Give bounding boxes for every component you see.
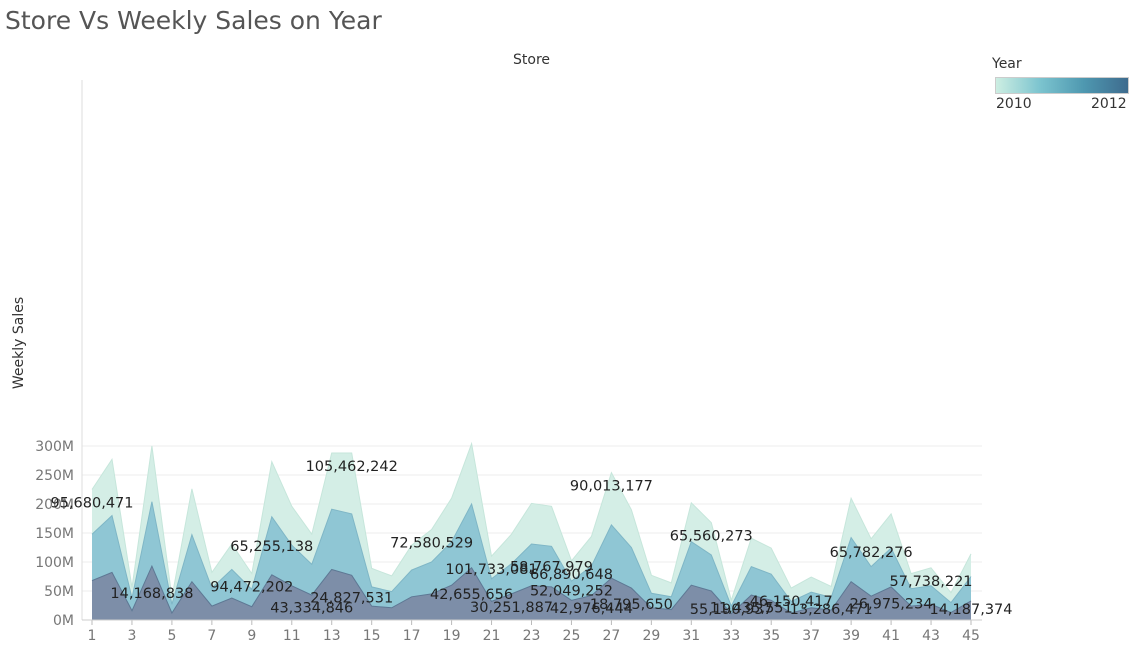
- y-tick-label: 200M: [35, 497, 74, 513]
- data-label: 14,187,374: [929, 602, 1012, 618]
- legend-max-label: 2012: [1091, 96, 1127, 112]
- x-tick-label: 29: [642, 628, 660, 644]
- data-label: 42,976,444: [550, 601, 633, 617]
- x-tick-label: 11: [283, 628, 301, 644]
- x-tick-label: 41: [882, 628, 900, 644]
- y-axis-label: Weekly Sales: [11, 297, 27, 389]
- data-label: 66,890,648: [530, 567, 613, 583]
- column-header-store: Store: [513, 52, 551, 68]
- x-tick-label: 33: [722, 628, 740, 644]
- data-label: 43,334,846: [270, 601, 353, 617]
- area-edge-2011: [91, 501, 972, 608]
- area-series-2011[interactable]: [92, 501, 971, 620]
- x-tick-label: 45: [962, 628, 980, 644]
- data-label: 24,827,531: [310, 591, 393, 607]
- x-tick-label: 17: [403, 628, 421, 644]
- x-tick-label: 35: [762, 628, 780, 644]
- x-tick-label: 15: [363, 628, 381, 644]
- data-label: 18,795,650: [590, 597, 673, 613]
- data-label: 14,168,838: [110, 586, 193, 602]
- data-label: 105,462,242: [306, 459, 398, 475]
- x-tick-label: 9: [247, 628, 256, 644]
- x-tick-label: 21: [483, 628, 501, 644]
- area-edge-2010: [91, 441, 972, 603]
- legend-color-gradient[interactable]: [995, 77, 1129, 94]
- data-label: 95,680,471: [50, 496, 133, 512]
- y-tick-label: 150M: [35, 526, 74, 542]
- x-tick-label: 13: [323, 628, 341, 644]
- x-tick-label: 3: [127, 628, 136, 644]
- data-label: 65,782,276: [830, 545, 913, 561]
- x-tick-label: 19: [443, 628, 461, 644]
- x-tick-label: 5: [167, 628, 176, 644]
- data-label: 65,560,273: [670, 529, 753, 545]
- x-tick-label: 31: [682, 628, 700, 644]
- data-label: 30,251,887: [470, 600, 553, 616]
- data-label: 46,150,417: [750, 594, 833, 610]
- x-tick-label: 39: [842, 628, 860, 644]
- data-label: 94,472,202: [210, 580, 293, 596]
- y-tick-label: 300M: [35, 439, 74, 455]
- legend-title: Year: [992, 56, 1022, 72]
- data-labels: 95,680,471 94,472,202 105,462,242 101,733,0…: [50, 459, 1012, 618]
- y-tick-label: 0M: [53, 613, 74, 629]
- data-label: 42,655,656: [430, 587, 513, 603]
- data-label: 26,975,234: [850, 596, 933, 612]
- area-series-2012[interactable]: [92, 566, 971, 620]
- data-label: 65,255,138: [230, 539, 313, 555]
- y-tick-label: 50M: [44, 584, 74, 600]
- x-tick-label: 23: [523, 628, 541, 644]
- x-tick-label: 43: [922, 628, 940, 644]
- y-tick-label: 250M: [35, 468, 74, 484]
- data-label: 58,767,979: [510, 560, 593, 576]
- chart-title: Store Vs Weekly Sales on Year: [5, 6, 382, 35]
- x-tick-label: 27: [602, 628, 620, 644]
- data-label: 11,435,551: [710, 601, 793, 617]
- area-edge-2012: [91, 564, 972, 615]
- y-tick-label: 100M: [35, 555, 74, 571]
- data-label: 72,580,529: [390, 536, 473, 552]
- x-tick-label: 1: [88, 628, 97, 644]
- data-label: 57,738,221: [890, 574, 973, 590]
- x-tick-label: 37: [802, 628, 820, 644]
- data-label: 101,733,081: [445, 562, 537, 578]
- data-label: 52,049,252: [530, 584, 613, 600]
- x-tick-label: 7: [207, 628, 216, 644]
- data-label: 90,013,177: [570, 479, 653, 495]
- data-label: 55,190,937: [690, 602, 773, 618]
- legend-min-label: 2010: [996, 96, 1032, 112]
- area-series[interactable]: [91, 441, 972, 620]
- x-tick-label: 25: [563, 628, 581, 644]
- data-label: 13,286,471: [790, 602, 873, 618]
